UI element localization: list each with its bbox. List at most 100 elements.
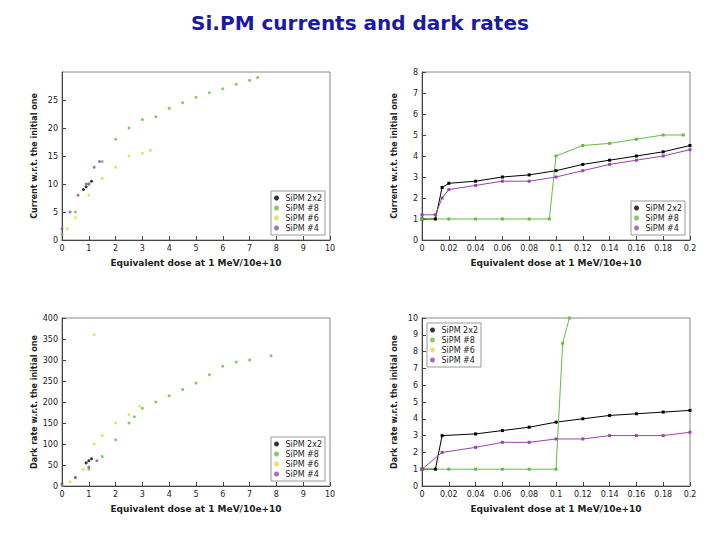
svg-text:0.16: 0.16 [627, 244, 645, 253]
svg-text:7: 7 [413, 89, 418, 98]
svg-text:4: 4 [167, 490, 172, 499]
svg-text:4: 4 [413, 152, 418, 161]
svg-text:SiPM #6: SiPM #6 [286, 214, 319, 223]
svg-text:0.1: 0.1 [550, 490, 563, 499]
svg-text:20: 20 [48, 124, 58, 133]
svg-text:Dark rate w.r.t. the initial o: Dark rate w.r.t. the initial one [30, 334, 39, 468]
svg-text:SiPM #8: SiPM #8 [442, 336, 475, 345]
svg-text:0.12: 0.12 [574, 490, 592, 499]
svg-text:0.06: 0.06 [493, 244, 511, 253]
svg-text:150: 150 [43, 419, 58, 428]
svg-text:4: 4 [413, 414, 418, 423]
svg-text:0.18: 0.18 [654, 490, 672, 499]
svg-text:3: 3 [140, 490, 145, 499]
svg-text:4: 4 [167, 244, 172, 253]
svg-text:9: 9 [301, 244, 306, 253]
svg-text:9: 9 [413, 330, 418, 339]
svg-text:0.02: 0.02 [440, 490, 458, 499]
svg-text:SiPM 2x2: SiPM 2x2 [646, 204, 682, 213]
svg-text:2: 2 [113, 244, 118, 253]
svg-text:0: 0 [413, 236, 418, 245]
svg-text:Equivalent dose at 1 MeV/10e+1: Equivalent dose at 1 MeV/10e+10 [110, 258, 281, 268]
svg-text:1: 1 [86, 490, 91, 499]
svg-text:1: 1 [413, 215, 418, 224]
svg-text:10: 10 [325, 490, 335, 499]
svg-text:10: 10 [48, 180, 58, 189]
svg-text:0.02: 0.02 [440, 244, 458, 253]
svg-text:0: 0 [59, 490, 64, 499]
svg-text:0: 0 [413, 482, 418, 491]
svg-text:0.1: 0.1 [550, 244, 563, 253]
svg-text:Si.PM currents and dark rates: Si.PM currents and dark rates [191, 11, 529, 35]
svg-text:SiPM #6: SiPM #6 [286, 460, 319, 469]
svg-text:0.2: 0.2 [684, 490, 697, 499]
svg-text:8: 8 [274, 490, 279, 499]
svg-text:10: 10 [408, 314, 418, 323]
svg-text:5: 5 [413, 398, 418, 407]
svg-text:50: 50 [48, 461, 58, 470]
svg-text:8: 8 [413, 68, 418, 77]
svg-text:0: 0 [419, 244, 424, 253]
svg-text:100: 100 [43, 440, 58, 449]
svg-text:Dark rate w.r.t. the initial o: Dark rate w.r.t. the initial one [390, 334, 399, 468]
svg-text:15: 15 [48, 152, 58, 161]
svg-text:0.12: 0.12 [574, 244, 592, 253]
svg-text:Equivalent dose at 1 MeV/10e+1: Equivalent dose at 1 MeV/10e+10 [470, 258, 641, 268]
svg-text:5: 5 [193, 244, 198, 253]
svg-text:2: 2 [113, 490, 118, 499]
svg-text:5: 5 [53, 208, 58, 217]
svg-text:0.08: 0.08 [520, 490, 538, 499]
svg-text:6: 6 [413, 110, 418, 119]
svg-text:0.04: 0.04 [467, 244, 485, 253]
svg-text:7: 7 [247, 244, 252, 253]
svg-text:Equivalent dose at 1 MeV/10e+1: Equivalent dose at 1 MeV/10e+10 [470, 504, 641, 514]
svg-text:0.14: 0.14 [601, 244, 619, 253]
svg-text:3: 3 [140, 244, 145, 253]
svg-text:350: 350 [43, 335, 58, 344]
svg-text:0: 0 [53, 482, 58, 491]
svg-text:SiPM 2x2: SiPM 2x2 [286, 194, 322, 203]
svg-text:7: 7 [247, 490, 252, 499]
svg-text:2: 2 [413, 194, 418, 203]
svg-text:SiPM #8: SiPM #8 [286, 450, 319, 459]
svg-text:2: 2 [413, 448, 418, 457]
svg-text:0.16: 0.16 [627, 490, 645, 499]
svg-text:SiPM 2x2: SiPM 2x2 [442, 326, 478, 335]
svg-text:SiPM #8: SiPM #8 [286, 204, 319, 213]
svg-text:8: 8 [413, 347, 418, 356]
svg-text:6: 6 [413, 381, 418, 390]
svg-text:6: 6 [220, 244, 225, 253]
svg-text:0.06: 0.06 [493, 490, 511, 499]
svg-text:400: 400 [43, 314, 58, 323]
svg-text:0.18: 0.18 [654, 244, 672, 253]
svg-text:0: 0 [59, 244, 64, 253]
svg-text:0.08: 0.08 [520, 244, 538, 253]
svg-text:0: 0 [53, 236, 58, 245]
svg-text:6: 6 [220, 490, 225, 499]
svg-text:1: 1 [86, 244, 91, 253]
svg-text:0.14: 0.14 [601, 490, 619, 499]
svg-text:Equivalent dose at 1 MeV/10e+1: Equivalent dose at 1 MeV/10e+10 [110, 504, 281, 514]
svg-text:5: 5 [413, 131, 418, 140]
svg-text:SiPM #4: SiPM #4 [442, 356, 475, 365]
svg-text:SiPM #8: SiPM #8 [646, 214, 679, 223]
svg-text:3: 3 [413, 173, 418, 182]
svg-text:3: 3 [413, 431, 418, 440]
svg-text:SiPM #4: SiPM #4 [286, 224, 319, 233]
svg-text:0: 0 [419, 490, 424, 499]
svg-text:9: 9 [301, 490, 306, 499]
svg-text:Current w.r.t. the initial one: Current w.r.t. the initial one [30, 93, 39, 219]
svg-text:5: 5 [193, 490, 198, 499]
svg-text:8: 8 [274, 244, 279, 253]
svg-text:0.04: 0.04 [467, 490, 485, 499]
svg-text:200: 200 [43, 398, 58, 407]
svg-text:SiPM 2x2: SiPM 2x2 [286, 440, 322, 449]
svg-text:300: 300 [43, 356, 58, 365]
svg-text:250: 250 [43, 377, 58, 386]
svg-text:25: 25 [48, 96, 58, 105]
svg-text:7: 7 [413, 364, 418, 373]
svg-text:SiPM #6: SiPM #6 [442, 346, 475, 355]
svg-text:SiPM #4: SiPM #4 [286, 470, 319, 479]
svg-text:0.2: 0.2 [684, 244, 697, 253]
svg-text:1: 1 [413, 465, 418, 474]
